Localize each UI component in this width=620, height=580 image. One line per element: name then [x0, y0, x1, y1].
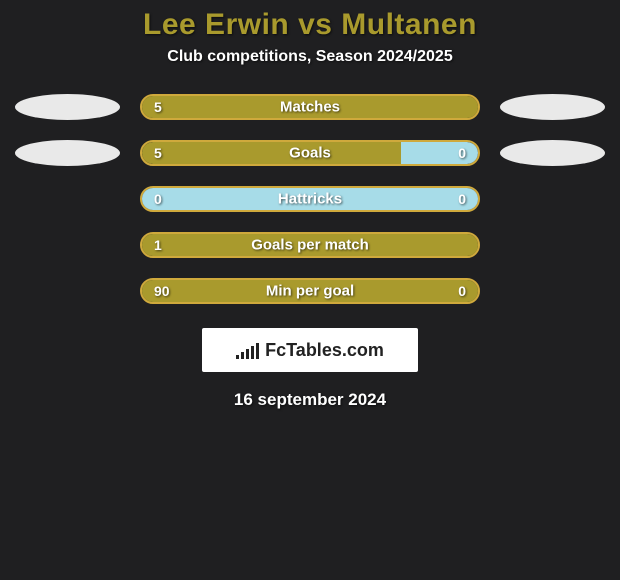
stat-row: Min per goal 90 0 — [0, 278, 620, 304]
stat-label: Min per goal — [266, 283, 354, 300]
page-title: Lee Erwin vs Multanen — [0, 0, 620, 42]
comparison-infographic: Lee Erwin vs Multanen Club competitions,… — [0, 0, 620, 580]
stat-value-right: 0 — [458, 145, 466, 161]
stat-bar: Hattricks 0 0 — [140, 186, 480, 212]
stat-value-left: 0 — [154, 191, 162, 207]
stat-bar: Min per goal 90 0 — [140, 278, 480, 304]
stat-row: Hattricks 0 0 — [0, 186, 620, 212]
source-logo: FcTables.com — [202, 328, 418, 372]
stat-bar: Goals 5 0 — [140, 140, 480, 166]
stat-label: Goals per match — [251, 237, 369, 254]
page-subtitle: Club competitions, Season 2024/2025 — [0, 48, 620, 66]
bar-fill-left — [142, 142, 401, 164]
logo-text: FcTables.com — [265, 340, 384, 361]
stat-row: Matches 5 — [0, 94, 620, 120]
logo-bars-icon — [236, 341, 259, 359]
bar-fill-right — [401, 142, 478, 164]
snapshot-date: 16 september 2024 — [0, 390, 620, 410]
chart-area: Matches 5 Goals 5 0 Hattricks 0 0 Goals per matc… — [0, 94, 620, 304]
right-ellipse — [500, 140, 605, 166]
stat-value-left: 5 — [154, 145, 162, 161]
stat-value-right: 0 — [458, 283, 466, 299]
stat-value-right: 0 — [458, 191, 466, 207]
stat-bar: Matches 5 — [140, 94, 480, 120]
stat-row: Goals 5 0 — [0, 140, 620, 166]
stat-bar: Goals per match 1 — [140, 232, 480, 258]
stat-value-left: 1 — [154, 237, 162, 253]
left-ellipse — [15, 94, 120, 120]
right-ellipse — [500, 94, 605, 120]
stat-row: Goals per match 1 — [0, 232, 620, 258]
stat-value-left: 90 — [154, 283, 170, 299]
stat-value-left: 5 — [154, 99, 162, 115]
stat-label: Matches — [280, 99, 340, 116]
stat-label: Goals — [289, 145, 331, 162]
left-ellipse — [15, 140, 120, 166]
stat-label: Hattricks — [278, 191, 342, 208]
